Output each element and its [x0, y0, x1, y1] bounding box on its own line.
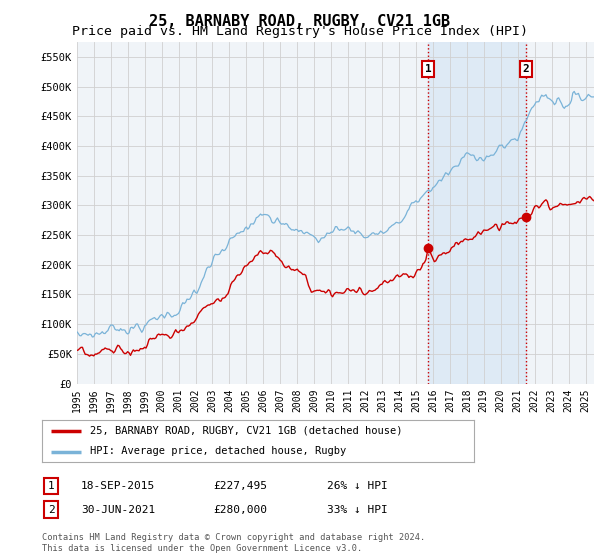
Text: 30-JUN-2021: 30-JUN-2021 — [81, 505, 155, 515]
Text: 1: 1 — [425, 64, 431, 74]
Bar — [428, 42, 526, 384]
Text: 25, BARNABY ROAD, RUGBY, CV21 1GB: 25, BARNABY ROAD, RUGBY, CV21 1GB — [149, 14, 451, 29]
Text: 26% ↓ HPI: 26% ↓ HPI — [327, 481, 388, 491]
Text: 2: 2 — [47, 505, 55, 515]
Text: 2: 2 — [523, 64, 530, 74]
Text: £227,495: £227,495 — [213, 481, 267, 491]
Text: 25, BARNABY ROAD, RUGBY, CV21 1GB (detached house): 25, BARNABY ROAD, RUGBY, CV21 1GB (detac… — [89, 426, 402, 436]
Text: 1: 1 — [47, 481, 55, 491]
Text: 33% ↓ HPI: 33% ↓ HPI — [327, 505, 388, 515]
Text: Contains HM Land Registry data © Crown copyright and database right 2024.
This d: Contains HM Land Registry data © Crown c… — [42, 533, 425, 553]
Text: 18-SEP-2015: 18-SEP-2015 — [81, 481, 155, 491]
Text: £280,000: £280,000 — [213, 505, 267, 515]
Text: HPI: Average price, detached house, Rugby: HPI: Average price, detached house, Rugb… — [89, 446, 346, 456]
Text: Price paid vs. HM Land Registry's House Price Index (HPI): Price paid vs. HM Land Registry's House … — [72, 25, 528, 38]
